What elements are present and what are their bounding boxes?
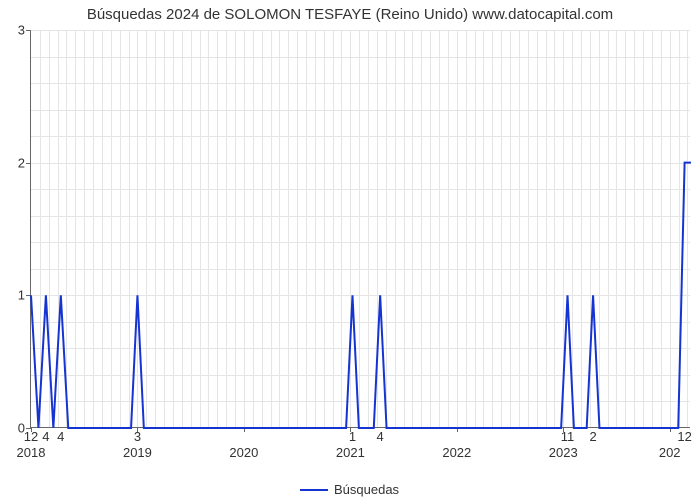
x-tick-label: 2020 [229,427,258,460]
value-label: 12 [24,427,38,444]
value-label: 4 [377,427,384,444]
value-label: 2 [589,427,596,444]
value-label: 1 [349,427,356,444]
legend-line [300,489,328,491]
plot-area: 0123201820192020202120222023202124431411… [30,30,690,428]
value-label: 12 [677,427,691,444]
value-label: 3 [134,427,141,444]
value-label: 4 [42,427,49,444]
chart-title: Búsquedas 2024 de SOLOMON TESFAYE (Reino… [0,6,700,23]
value-label: 11 [561,427,575,444]
x-tick-label: 2022 [442,427,471,460]
value-label: 4 [57,427,64,444]
series-line [31,30,691,428]
legend-label: Búsquedas [334,482,399,497]
legend: Búsquedas [300,482,399,497]
